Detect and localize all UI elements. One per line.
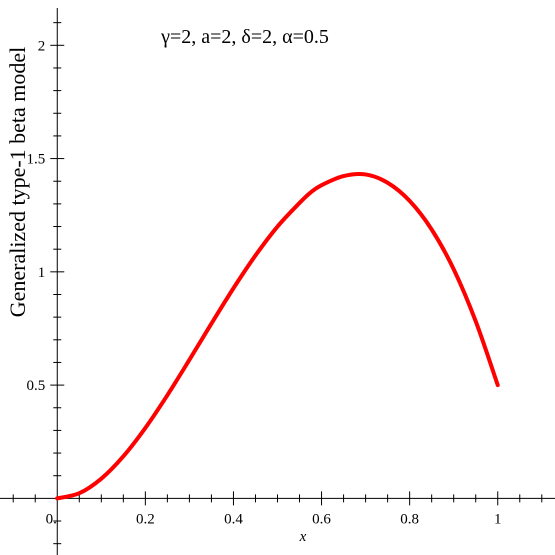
y-axis-title: Generalized type-1 beta model — [5, 47, 30, 318]
origin-label: 0. — [46, 511, 57, 527]
y-tick-label: 1.5 — [27, 152, 46, 168]
series-layer — [55, 171, 500, 501]
x-tick-label: 1 — [494, 511, 502, 527]
ticks: 0.2 0.4 0.6 0.8 1 0.5 1 1.5 2 0. — [12, 22, 543, 545]
y-tick-label: 0.5 — [27, 378, 46, 394]
y-tick-label: 2 — [38, 38, 46, 54]
axes — [0, 8, 555, 555]
series-line — [55, 171, 500, 501]
x-tick-label: 0.2 — [136, 511, 155, 527]
y-tick-label: 1 — [38, 265, 46, 281]
x-axis-title: x — [299, 529, 307, 545]
parameter-annotation: γ=2, a=2, δ=2, α=0.5 — [160, 26, 329, 48]
x-tick-label: 0.6 — [312, 511, 331, 527]
x-tick-label: 0.8 — [400, 511, 419, 527]
x-tick-label: 0.4 — [224, 511, 243, 527]
